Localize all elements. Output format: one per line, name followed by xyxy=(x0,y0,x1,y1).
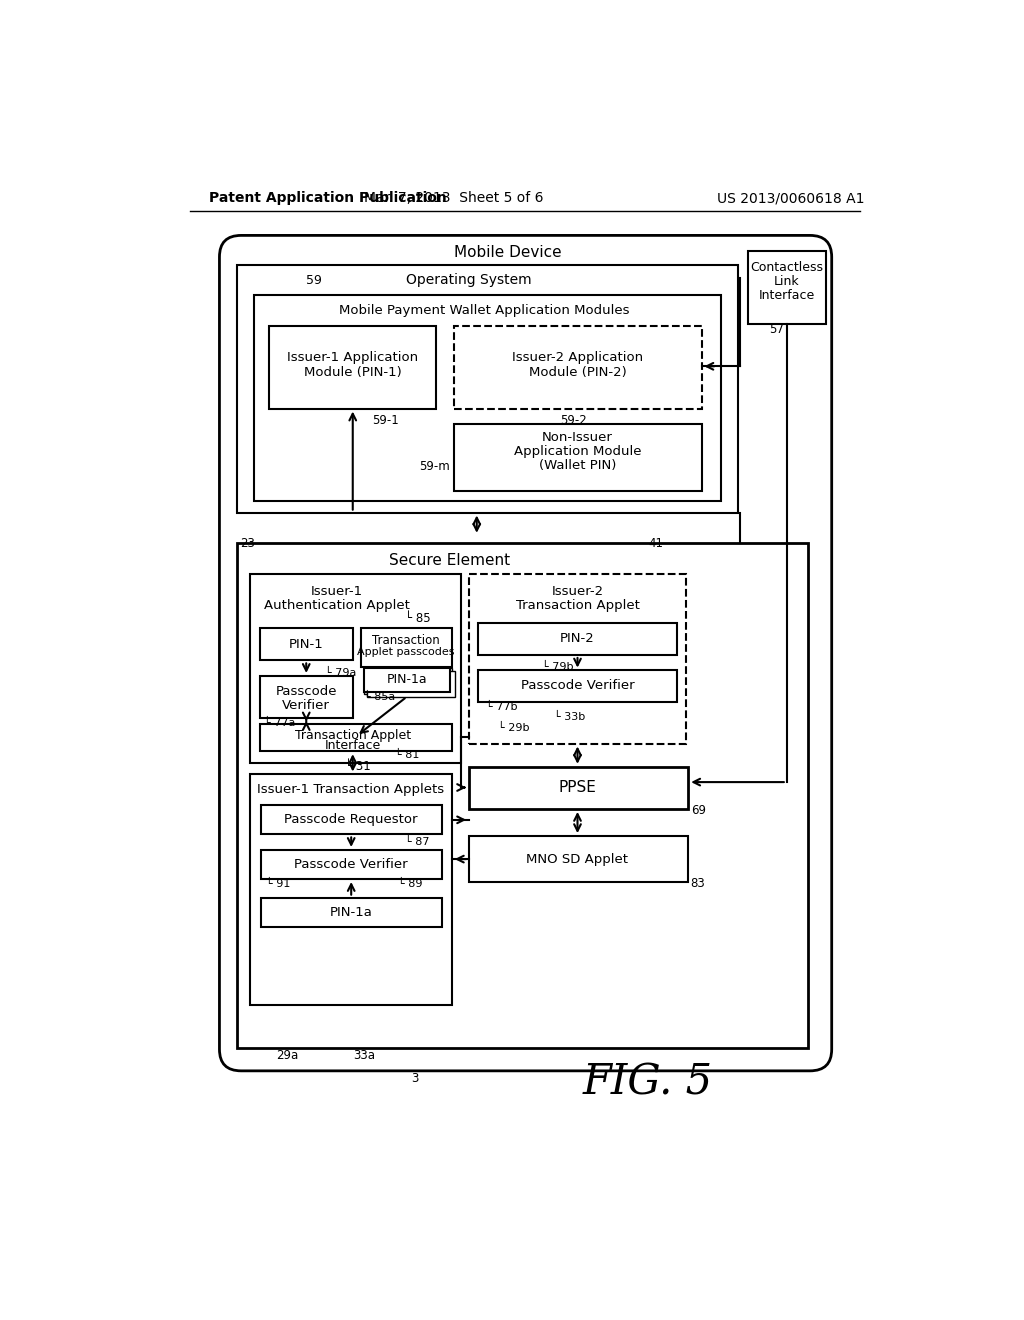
Text: Mar. 7, 2013  Sheet 5 of 6: Mar. 7, 2013 Sheet 5 of 6 xyxy=(364,191,544,206)
Bar xyxy=(365,668,452,693)
Text: └ 85: └ 85 xyxy=(406,612,431,626)
Text: Transaction Applet: Transaction Applet xyxy=(295,730,411,742)
Text: FIG. 5: FIG. 5 xyxy=(583,1061,713,1104)
Bar xyxy=(237,264,738,512)
Bar xyxy=(237,544,808,1048)
Bar xyxy=(360,628,452,667)
Text: └ 31: └ 31 xyxy=(345,760,371,774)
Bar xyxy=(478,671,677,702)
Text: PIN-1a: PIN-1a xyxy=(387,673,427,686)
Text: PIN-2: PIN-2 xyxy=(560,632,595,645)
Text: Patent Application Publication: Patent Application Publication xyxy=(209,191,447,206)
Text: PPSE: PPSE xyxy=(558,780,596,795)
Text: └ 89: └ 89 xyxy=(397,879,422,888)
Text: Transaction: Transaction xyxy=(373,634,440,647)
Bar xyxy=(469,836,688,882)
Text: (Wallet PIN): (Wallet PIN) xyxy=(539,459,616,473)
Bar xyxy=(368,672,455,697)
Text: Interface: Interface xyxy=(325,739,381,751)
Text: Passcode Verifier: Passcode Verifier xyxy=(294,858,408,871)
Text: Issuer-1 Transaction Applets: Issuer-1 Transaction Applets xyxy=(257,783,444,796)
Text: 57: 57 xyxy=(769,323,783,335)
Text: 3: 3 xyxy=(411,1072,419,1085)
Text: └ 77a: └ 77a xyxy=(263,718,295,727)
Text: └ 91: └ 91 xyxy=(266,879,291,888)
Text: Operating System: Operating System xyxy=(407,273,531,286)
Bar xyxy=(258,783,461,1014)
Text: Verifier: Verifier xyxy=(283,698,330,711)
Text: 59-m: 59-m xyxy=(419,459,450,473)
Text: └ 79a: └ 79a xyxy=(325,668,356,677)
Text: Link: Link xyxy=(774,275,800,288)
FancyBboxPatch shape xyxy=(219,235,831,1071)
Bar xyxy=(469,574,686,743)
Text: Passcode: Passcode xyxy=(275,685,337,698)
Text: PIN-1: PIN-1 xyxy=(289,638,324,651)
Text: Secure Element: Secure Element xyxy=(389,553,510,568)
Bar xyxy=(250,574,461,763)
Text: └ 77b: └ 77b xyxy=(486,702,517,711)
Text: Issuer-1: Issuer-1 xyxy=(311,585,364,598)
Text: Contactless: Contactless xyxy=(751,261,823,275)
Text: Passcode Requestor: Passcode Requestor xyxy=(285,813,418,826)
Text: └ 79b: └ 79b xyxy=(542,663,573,672)
Bar xyxy=(260,725,452,751)
Text: MNO SD Applet: MNO SD Applet xyxy=(526,853,629,866)
Text: └ 85a: └ 85a xyxy=(365,693,395,702)
Bar xyxy=(261,805,442,834)
Text: └ 81: └ 81 xyxy=(395,750,420,760)
Text: Module (PIN-2): Module (PIN-2) xyxy=(528,366,627,379)
Text: └ 87: └ 87 xyxy=(406,837,430,847)
Bar xyxy=(365,668,451,692)
Bar xyxy=(254,296,721,502)
Text: Module (PIN-1): Module (PIN-1) xyxy=(304,366,401,379)
Bar xyxy=(454,326,701,409)
Text: 23: 23 xyxy=(241,537,255,550)
Text: 59-1: 59-1 xyxy=(372,413,399,426)
Bar xyxy=(254,779,457,1010)
Text: Mobile Payment Wallet Application Modules: Mobile Payment Wallet Application Module… xyxy=(339,304,630,317)
Text: US 2013/0060618 A1: US 2013/0060618 A1 xyxy=(717,191,864,206)
Text: Transaction Applet: Transaction Applet xyxy=(515,599,639,612)
Bar xyxy=(478,623,677,655)
Bar xyxy=(261,898,442,927)
Text: 41: 41 xyxy=(649,537,664,550)
Text: 69: 69 xyxy=(690,804,706,817)
Bar xyxy=(269,326,436,409)
Text: └ 29b: └ 29b xyxy=(499,723,530,733)
Bar xyxy=(748,251,825,323)
Text: Application Module: Application Module xyxy=(514,445,641,458)
Bar xyxy=(250,775,452,1006)
Bar xyxy=(261,850,442,879)
Text: Interface: Interface xyxy=(759,289,815,302)
Text: Authentication Applet: Authentication Applet xyxy=(264,599,411,612)
Text: 83: 83 xyxy=(690,878,706,890)
Text: 33a: 33a xyxy=(353,1049,376,1063)
Text: PIN-1a: PIN-1a xyxy=(330,906,373,919)
Text: Mobile Device: Mobile Device xyxy=(454,244,561,260)
Text: 59-2: 59-2 xyxy=(560,413,587,426)
Text: 59: 59 xyxy=(306,273,323,286)
Bar xyxy=(469,767,688,809)
Bar xyxy=(260,628,352,660)
Text: 29a: 29a xyxy=(275,1049,298,1063)
Text: Non-Issuer: Non-Issuer xyxy=(542,432,613,445)
Text: └ 33b: └ 33b xyxy=(554,713,586,722)
Text: Issuer-2: Issuer-2 xyxy=(552,585,603,598)
Text: Passcode Verifier: Passcode Verifier xyxy=(520,680,634,693)
Text: Issuer-1 Application: Issuer-1 Application xyxy=(287,351,419,363)
Bar xyxy=(454,424,701,491)
Text: Applet passcodes: Applet passcodes xyxy=(357,647,455,657)
Bar xyxy=(260,676,352,718)
Text: Issuer-2 Application: Issuer-2 Application xyxy=(512,351,643,363)
